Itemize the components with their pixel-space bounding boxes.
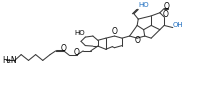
Text: HO: HO — [75, 30, 85, 36]
Text: O: O — [163, 2, 169, 11]
Text: OH: OH — [173, 22, 183, 28]
Text: O: O — [163, 10, 169, 19]
Text: O: O — [74, 48, 80, 57]
Text: HO: HO — [138, 2, 149, 8]
Text: H₂N: H₂N — [2, 56, 17, 65]
Text: O: O — [61, 44, 67, 53]
Text: O: O — [111, 27, 118, 36]
Text: O: O — [134, 36, 140, 45]
